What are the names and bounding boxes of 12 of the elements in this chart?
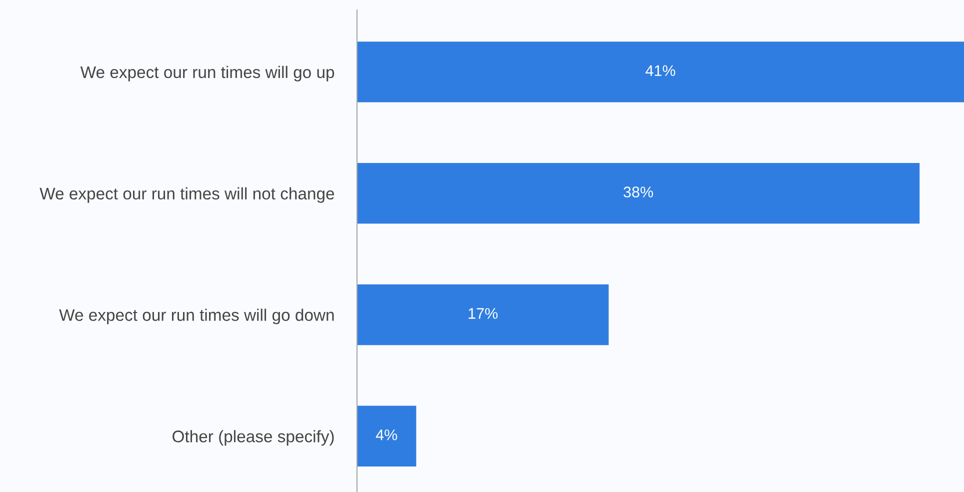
y-tick-label: We expect our run times will not change <box>40 187 334 203</box>
bar <box>357 162 920 224</box>
y-tick-label: We expect our run times will go up <box>80 66 334 82</box>
data-label: 17% <box>468 308 498 319</box>
data-label: 38% <box>624 186 654 198</box>
bar <box>357 284 609 346</box>
y-tick-label: Other (please specify) <box>172 430 334 446</box>
data-label: 4% <box>376 430 398 440</box>
data-label: 41% <box>646 65 676 76</box>
bar <box>357 406 416 467</box>
bar <box>357 42 964 102</box>
y-tick-label: We expect our run times will go down <box>59 308 334 324</box>
